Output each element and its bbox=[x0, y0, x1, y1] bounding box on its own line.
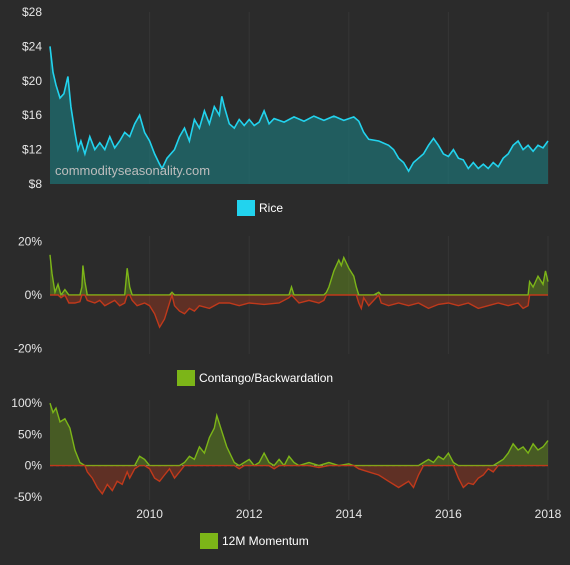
x-tick-label: 2014 bbox=[335, 507, 362, 521]
y-tick-label: $8 bbox=[29, 177, 43, 191]
legend-swatch bbox=[200, 533, 218, 549]
negative-line bbox=[50, 292, 548, 329]
legend-label: Contango/Backwardation bbox=[199, 371, 333, 385]
y-tick-label: 20% bbox=[18, 234, 42, 248]
y-tick-label: -50% bbox=[14, 490, 42, 504]
momentum-panel: 100% 50% 0% -50% 2010 2012 2014 2016 2018 12M Mom… bbox=[11, 396, 562, 549]
x-tick-label: 2010 bbox=[136, 507, 163, 521]
positive-area bbox=[50, 403, 548, 466]
y-tick-label: 50% bbox=[18, 427, 42, 441]
y-tick-label: 100% bbox=[11, 396, 42, 410]
rice-price-panel: $28 $24 $20 $16 $12 $8 commodityseasonality.co… bbox=[22, 5, 549, 216]
negative-area bbox=[50, 295, 548, 328]
y-tick-label: $20 bbox=[22, 74, 42, 88]
legend-label: Rice bbox=[259, 201, 283, 215]
x-tick-label: 2016 bbox=[435, 507, 462, 521]
y-tick-label: $24 bbox=[22, 39, 42, 53]
y-tick-label: -20% bbox=[14, 342, 42, 356]
legend-swatch bbox=[237, 200, 255, 216]
positive-line bbox=[49, 254, 549, 297]
watermark-text: commodityseasonality.com bbox=[55, 163, 210, 178]
contango-panel: 20% 0% -20% Contango/Backwardation bbox=[14, 234, 549, 386]
x-tick-label: 2012 bbox=[236, 507, 263, 521]
rice-line bbox=[49, 46, 549, 173]
negative-area bbox=[50, 465, 548, 494]
y-tick-label: $16 bbox=[22, 108, 42, 122]
y-tick-label: 0% bbox=[25, 459, 43, 473]
legend-swatch bbox=[177, 370, 195, 386]
y-tick-label: $12 bbox=[22, 143, 42, 157]
y-tick-label: $28 bbox=[22, 5, 42, 19]
y-tick-label: 0% bbox=[25, 288, 43, 302]
negative-line bbox=[50, 464, 548, 496]
positive-line bbox=[49, 402, 549, 467]
x-tick-label: 2018 bbox=[535, 507, 562, 521]
legend-label: 12M Momentum bbox=[222, 534, 309, 548]
